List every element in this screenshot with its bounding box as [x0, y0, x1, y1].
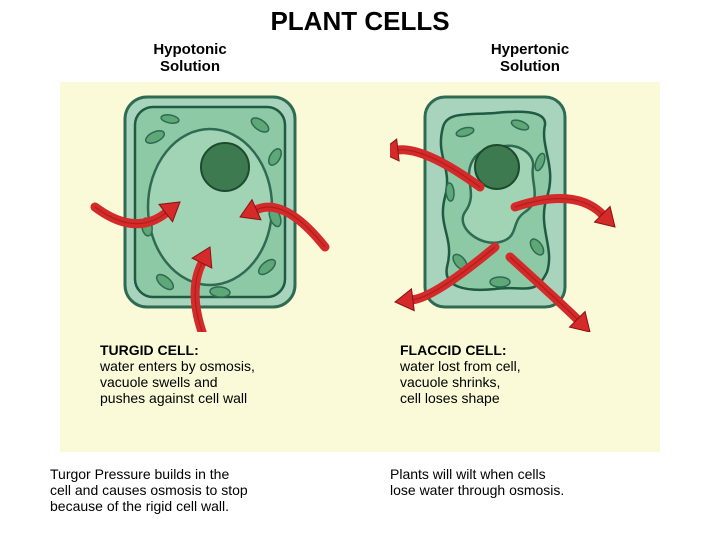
left-foot-l2: cell and causes osmosis to stop [50, 482, 330, 498]
turgid-cell-diagram [90, 82, 330, 332]
left-subheading: Hypotonic Solution [153, 41, 226, 76]
left-footer: Turgor Pressure builds in the cell and c… [50, 466, 330, 514]
subheading-row: Hypotonic Solution Hypertonic Solution [0, 41, 720, 76]
right-footer: Plants will wilt when cells lose water t… [390, 466, 670, 514]
diagram-row: TURGID CELL: water enters by osmosis, va… [60, 82, 660, 406]
right-desc: FLACCID CELL: water lost from cell, vacu… [380, 342, 640, 406]
left-foot-l1: Turgor Pressure builds in the [50, 466, 330, 482]
right-subheading: Hypertonic Solution [491, 41, 569, 76]
left-desc: TURGID CELL: water enters by osmosis, va… [80, 342, 340, 406]
footer-row: Turgor Pressure builds in the cell and c… [0, 466, 720, 514]
right-cell-box: FLACCID CELL: water lost from cell, vacu… [380, 82, 640, 406]
title-text: PLANT CELLS [270, 6, 449, 36]
left-heading-line1: Hypotonic [153, 41, 226, 58]
left-desc-l3: pushes against cell wall [100, 390, 340, 406]
right-heading-line1: Hypertonic [491, 41, 569, 58]
left-desc-title: TURGID CELL: [100, 342, 340, 358]
page-title: PLANT CELLS [0, 0, 720, 37]
left-heading-col: Hypotonic Solution [50, 41, 330, 76]
flaccid-cell-diagram [390, 82, 630, 332]
right-foot-l2: lose water through osmosis. [390, 482, 670, 498]
left-desc-l2: vacuole swells and [100, 374, 340, 390]
right-desc-l3: cell loses shape [400, 390, 640, 406]
diagram-panel: TURGID CELL: water enters by osmosis, va… [60, 82, 660, 452]
right-heading-line2: Solution [491, 58, 569, 75]
right-heading-col: Hypertonic Solution [390, 41, 670, 76]
left-foot-l3: because of the rigid cell wall. [50, 498, 330, 514]
right-desc-l1: water lost from cell, [400, 358, 640, 374]
left-heading-line2: Solution [153, 58, 226, 75]
right-desc-l2: vacuole shrinks, [400, 374, 640, 390]
left-cell-box: TURGID CELL: water enters by osmosis, va… [80, 82, 340, 406]
left-desc-l1: water enters by osmosis, [100, 358, 340, 374]
right-foot-l1: Plants will wilt when cells [390, 466, 670, 482]
right-desc-title: FLACCID CELL: [400, 342, 640, 358]
